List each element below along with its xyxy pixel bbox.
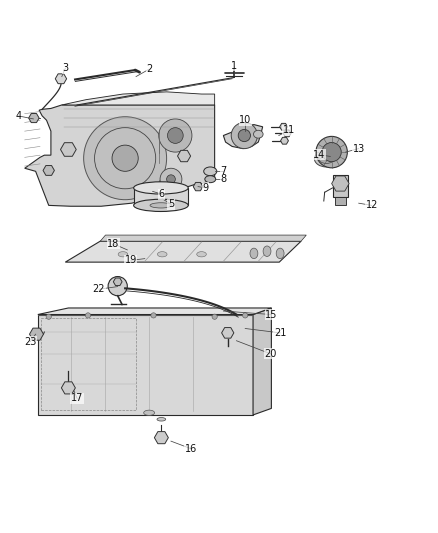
Polygon shape: [38, 308, 272, 314]
Polygon shape: [222, 328, 234, 338]
Ellipse shape: [250, 248, 258, 259]
Circle shape: [85, 313, 91, 318]
Text: 5: 5: [168, 199, 174, 209]
Polygon shape: [283, 130, 291, 137]
Text: 15: 15: [265, 310, 278, 319]
Ellipse shape: [314, 150, 339, 167]
Ellipse shape: [204, 167, 217, 176]
Text: 18: 18: [107, 239, 120, 249]
Polygon shape: [177, 150, 191, 161]
Text: 2: 2: [146, 64, 152, 74]
Circle shape: [159, 119, 192, 152]
Circle shape: [112, 145, 138, 171]
Circle shape: [84, 117, 166, 200]
Text: 22: 22: [93, 284, 105, 294]
Text: 19: 19: [125, 255, 137, 265]
Circle shape: [243, 313, 248, 318]
Text: 4: 4: [15, 111, 21, 121]
Polygon shape: [332, 176, 349, 191]
Ellipse shape: [197, 252, 206, 257]
Polygon shape: [43, 166, 54, 175]
Text: 21: 21: [274, 328, 286, 338]
Text: 10: 10: [239, 115, 251, 125]
Polygon shape: [113, 278, 122, 286]
Ellipse shape: [150, 203, 172, 208]
Text: 23: 23: [24, 337, 36, 346]
Polygon shape: [280, 123, 288, 130]
Polygon shape: [335, 197, 346, 205]
Circle shape: [46, 314, 51, 319]
Polygon shape: [29, 328, 43, 340]
Ellipse shape: [319, 154, 334, 164]
Circle shape: [212, 314, 217, 319]
Polygon shape: [62, 92, 215, 105]
Ellipse shape: [134, 182, 188, 194]
Circle shape: [316, 136, 347, 168]
Text: 13: 13: [353, 143, 365, 154]
Polygon shape: [38, 314, 253, 415]
Text: 3: 3: [62, 63, 68, 73]
Ellipse shape: [157, 252, 167, 257]
Text: 1: 1: [231, 61, 237, 71]
Polygon shape: [253, 308, 272, 415]
Circle shape: [322, 142, 341, 161]
Polygon shape: [61, 382, 75, 394]
Polygon shape: [193, 182, 203, 191]
Polygon shape: [100, 235, 306, 241]
Ellipse shape: [118, 252, 128, 257]
Polygon shape: [25, 105, 215, 206]
Circle shape: [151, 313, 156, 318]
Text: 8: 8: [220, 174, 226, 184]
Ellipse shape: [276, 248, 284, 259]
Polygon shape: [60, 143, 76, 156]
Polygon shape: [281, 138, 288, 144]
Circle shape: [160, 168, 182, 190]
Polygon shape: [223, 125, 263, 149]
Polygon shape: [65, 241, 301, 262]
Text: 6: 6: [158, 189, 164, 199]
Circle shape: [166, 175, 175, 183]
Polygon shape: [28, 114, 39, 123]
Ellipse shape: [157, 417, 166, 421]
Text: 7: 7: [220, 166, 226, 176]
Text: 20: 20: [264, 349, 277, 359]
Text: 17: 17: [71, 393, 83, 403]
Ellipse shape: [144, 410, 155, 415]
Polygon shape: [332, 175, 348, 197]
Text: 14: 14: [313, 150, 325, 160]
Text: 16: 16: [184, 443, 197, 454]
Circle shape: [167, 128, 183, 143]
Polygon shape: [154, 432, 168, 443]
Ellipse shape: [254, 130, 263, 138]
Ellipse shape: [263, 246, 271, 256]
Polygon shape: [134, 188, 188, 205]
Text: 9: 9: [203, 183, 209, 193]
Circle shape: [238, 130, 251, 142]
Ellipse shape: [205, 176, 216, 183]
Text: 12: 12: [366, 200, 378, 211]
Circle shape: [231, 123, 258, 149]
Ellipse shape: [134, 199, 188, 212]
Polygon shape: [55, 74, 67, 84]
Text: 11: 11: [283, 125, 295, 135]
Circle shape: [108, 277, 127, 296]
